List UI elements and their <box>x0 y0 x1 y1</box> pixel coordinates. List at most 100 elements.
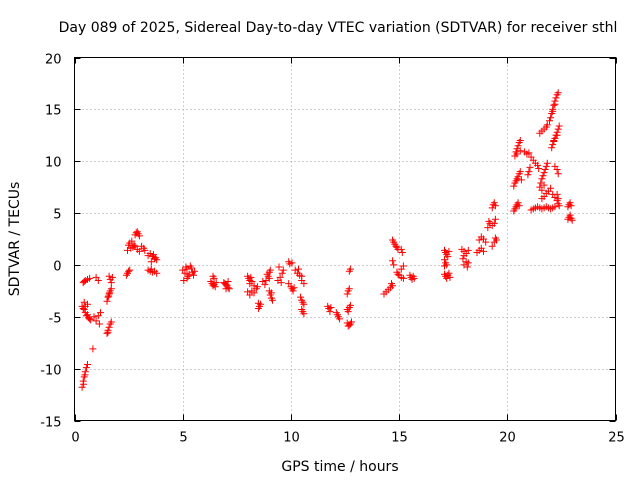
data-point <box>566 211 574 219</box>
x-tick-label: 5 <box>179 431 187 446</box>
data-point <box>388 280 395 288</box>
data-point <box>104 293 112 301</box>
data-point <box>246 280 254 288</box>
data-point <box>82 364 90 372</box>
data-point <box>147 258 155 266</box>
data-point <box>125 267 133 275</box>
data-point <box>397 245 405 253</box>
data-point <box>103 329 111 337</box>
data-point <box>257 300 265 308</box>
data-point <box>265 274 273 282</box>
data-point <box>128 237 136 245</box>
data-point <box>514 199 522 207</box>
data-point <box>510 182 518 190</box>
grid-lines <box>74 57 616 421</box>
data-point <box>546 117 553 125</box>
data-point <box>333 311 341 319</box>
chart-title: Day 089 of 2025, Sidereal Day-to-day VTE… <box>59 20 618 36</box>
data-point <box>488 242 496 250</box>
data-point <box>410 274 418 282</box>
data-point <box>549 141 557 149</box>
data-point <box>513 150 521 158</box>
data-point <box>541 166 549 173</box>
data-point <box>153 269 161 277</box>
data-point <box>86 315 94 323</box>
data-point <box>482 238 490 246</box>
data-point <box>81 371 89 379</box>
data-point <box>277 279 285 287</box>
data-point <box>460 252 468 260</box>
data-point <box>300 280 308 288</box>
data-point <box>553 131 561 139</box>
data-point <box>86 274 94 282</box>
data-point <box>446 273 454 281</box>
data-point <box>484 224 492 232</box>
data-point <box>326 308 334 316</box>
data-point <box>300 300 308 308</box>
data-point <box>480 247 487 255</box>
y-tick-label: 0 <box>53 260 61 275</box>
data-point <box>525 149 533 157</box>
data-point <box>547 114 555 122</box>
data-point <box>130 241 138 249</box>
data-point <box>297 293 305 301</box>
data-point <box>147 265 155 273</box>
data-point <box>516 168 524 176</box>
data-point <box>181 269 189 277</box>
data-point <box>210 274 218 282</box>
data-point <box>526 163 534 171</box>
data-point <box>247 273 255 281</box>
data-point <box>538 186 546 194</box>
data-point <box>550 137 558 144</box>
data-point <box>80 278 88 285</box>
data-point <box>250 289 258 297</box>
data-point <box>542 162 550 170</box>
data-point <box>188 268 196 276</box>
data-point <box>550 101 558 109</box>
data-point <box>84 361 91 368</box>
data-point <box>443 261 451 269</box>
data-point <box>182 263 190 271</box>
data-point <box>516 147 524 155</box>
data-point <box>547 184 555 192</box>
data-point <box>152 254 160 262</box>
y-tick-label: -5 <box>49 312 62 327</box>
data-point <box>89 345 97 353</box>
data-point <box>95 320 103 328</box>
data-point <box>548 144 556 152</box>
data-point <box>224 278 232 285</box>
data-point <box>445 247 453 255</box>
data-point <box>107 318 115 326</box>
data-point <box>540 181 548 189</box>
data-point <box>108 273 116 281</box>
data-point <box>553 190 561 198</box>
data-point <box>107 285 115 293</box>
data-point <box>80 298 88 306</box>
x-tick-label: 10 <box>283 431 300 446</box>
data-point <box>336 315 344 323</box>
data-point <box>445 269 453 277</box>
data-point <box>543 121 551 129</box>
data-point <box>186 262 194 270</box>
data-point <box>491 202 499 210</box>
data-point <box>555 202 563 210</box>
data-point <box>141 246 149 254</box>
data-point <box>540 169 548 177</box>
data-point <box>552 94 560 102</box>
data-point <box>246 291 254 299</box>
data-point <box>399 262 407 270</box>
data-point <box>92 317 100 325</box>
data-point <box>534 161 542 169</box>
data-point <box>399 274 407 282</box>
data-point <box>491 215 499 223</box>
y-tick-label: 10 <box>45 156 62 171</box>
data-point <box>327 304 335 311</box>
data-point <box>390 261 398 269</box>
data-point <box>398 249 406 256</box>
y-tick-label: 20 <box>45 53 62 68</box>
data-point <box>346 265 354 273</box>
data-point <box>105 292 113 300</box>
data-point <box>567 202 575 210</box>
data-point <box>105 323 113 331</box>
